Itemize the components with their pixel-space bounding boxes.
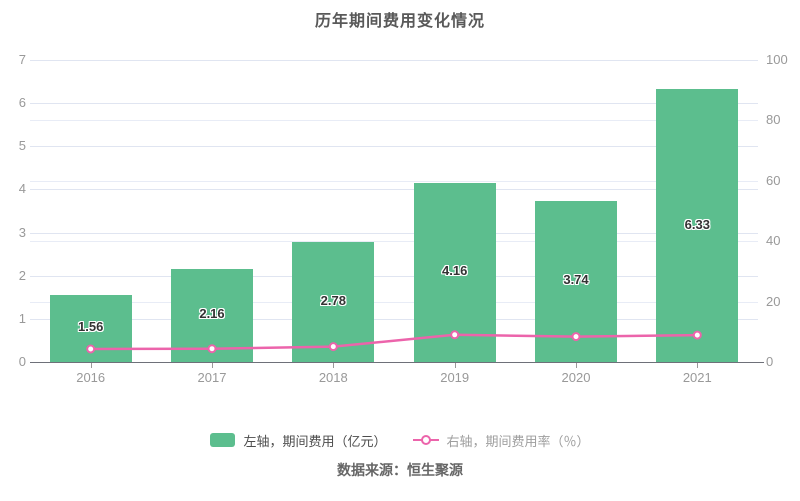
x-axis-label-2017: 2017	[197, 370, 227, 385]
left-axis-label-2: 2	[18, 267, 26, 283]
x-axis-line	[30, 362, 764, 363]
gridline-left-4	[30, 189, 758, 191]
bar-value-label-2016: 1.56	[78, 319, 104, 335]
bar-2021[interactable]	[656, 88, 739, 362]
left-axis-label-5: 5	[18, 138, 26, 154]
gridline-left-5	[30, 146, 758, 148]
right-axis-label-60: 60	[766, 172, 781, 188]
x-axis-label-2021: 2021	[682, 370, 712, 385]
left-axis-label-0: 0	[18, 354, 26, 369]
rate-point-2019[interactable]	[450, 330, 460, 340]
gridline-left-1	[30, 318, 758, 320]
gridline-right-60	[30, 180, 758, 182]
gridline-right-20	[30, 301, 758, 303]
legend-item-expense-bar[interactable]: 左轴，期间费用（亿元）	[210, 431, 387, 450]
plot-area: 0 20 40 60 80 100 0 1 2 3 4 5 6 7 1.56 2016 2.16 2017 2.78…	[19, 53, 788, 386]
rate-point-2020[interactable]	[571, 332, 581, 342]
x-axis-label-2016: 2016	[76, 370, 106, 385]
legend-item-rate-line[interactable]: 右轴，期间费用率（％）	[412, 431, 590, 450]
left-axis-label-6: 6	[18, 95, 26, 111]
rate-point-2018[interactable]	[328, 342, 338, 352]
line-series-swatch-icon	[412, 433, 439, 447]
rate-point-2021[interactable]	[692, 330, 702, 340]
right-axis-label-80: 80	[766, 112, 781, 128]
legend: 左轴，期间费用（亿元） 右轴，期间费用率（％）	[0, 431, 800, 449]
bar-value-label-2017: 2.16	[199, 306, 225, 322]
x-axis-tick-2020	[576, 363, 577, 368]
x-axis-tick-2016	[90, 363, 92, 368]
bar-value-label-2018: 2.78	[320, 293, 346, 308]
left-axis-label-3: 3	[18, 224, 26, 240]
bar-value-label-2020: 3.74	[563, 272, 589, 288]
gridline-right-80	[30, 120, 758, 122]
x-axis-label-2020: 2020	[561, 370, 591, 385]
right-axis-label-100: 100	[766, 52, 788, 67]
bar-value-label-2021: 6.33	[684, 216, 710, 232]
right-axis-label-20: 20	[766, 293, 781, 309]
left-axis-label-7: 7	[18, 52, 26, 67]
x-axis-label-2018: 2018	[318, 370, 348, 385]
bar-value-label-2019: 4.16	[442, 263, 468, 279]
bar-2018[interactable]	[292, 242, 375, 362]
left-axis-label-4: 4	[18, 181, 26, 197]
x-axis-tick-2019	[454, 363, 456, 368]
bar-series-swatch-icon	[210, 433, 236, 447]
left-axis-label-1: 1	[18, 310, 26, 326]
x-axis-tick-2017	[212, 363, 213, 368]
rate-point-2016[interactable]	[86, 344, 96, 354]
line-swatch-ring	[420, 435, 431, 445]
gridline-left-6	[30, 103, 758, 105]
legend-label-rate: 右轴，期间费用率（％）	[446, 433, 590, 449]
data-source: 数据来源：恒生聚源	[337, 462, 463, 478]
right-axis-label-40: 40	[766, 233, 781, 249]
x-axis-tick-2021	[697, 363, 699, 368]
gridline-left-7	[30, 60, 758, 61]
chart-title: 历年期间费用变化情况	[314, 13, 485, 30]
x-axis-label-2019: 2019	[440, 370, 470, 385]
gridline-left-3	[30, 232, 758, 234]
gridline-right-40	[30, 241, 758, 243]
legend-label-expense: 左轴，期间费用（亿元）	[243, 433, 387, 449]
gridline-left-2	[30, 275, 758, 277]
rate-point-2017[interactable]	[207, 344, 217, 354]
rate-line-path	[90, 333, 698, 351]
x-axis-tick-2018	[333, 363, 335, 368]
rate-line-series	[86, 330, 702, 354]
right-axis-label-0: 0	[766, 354, 774, 369]
